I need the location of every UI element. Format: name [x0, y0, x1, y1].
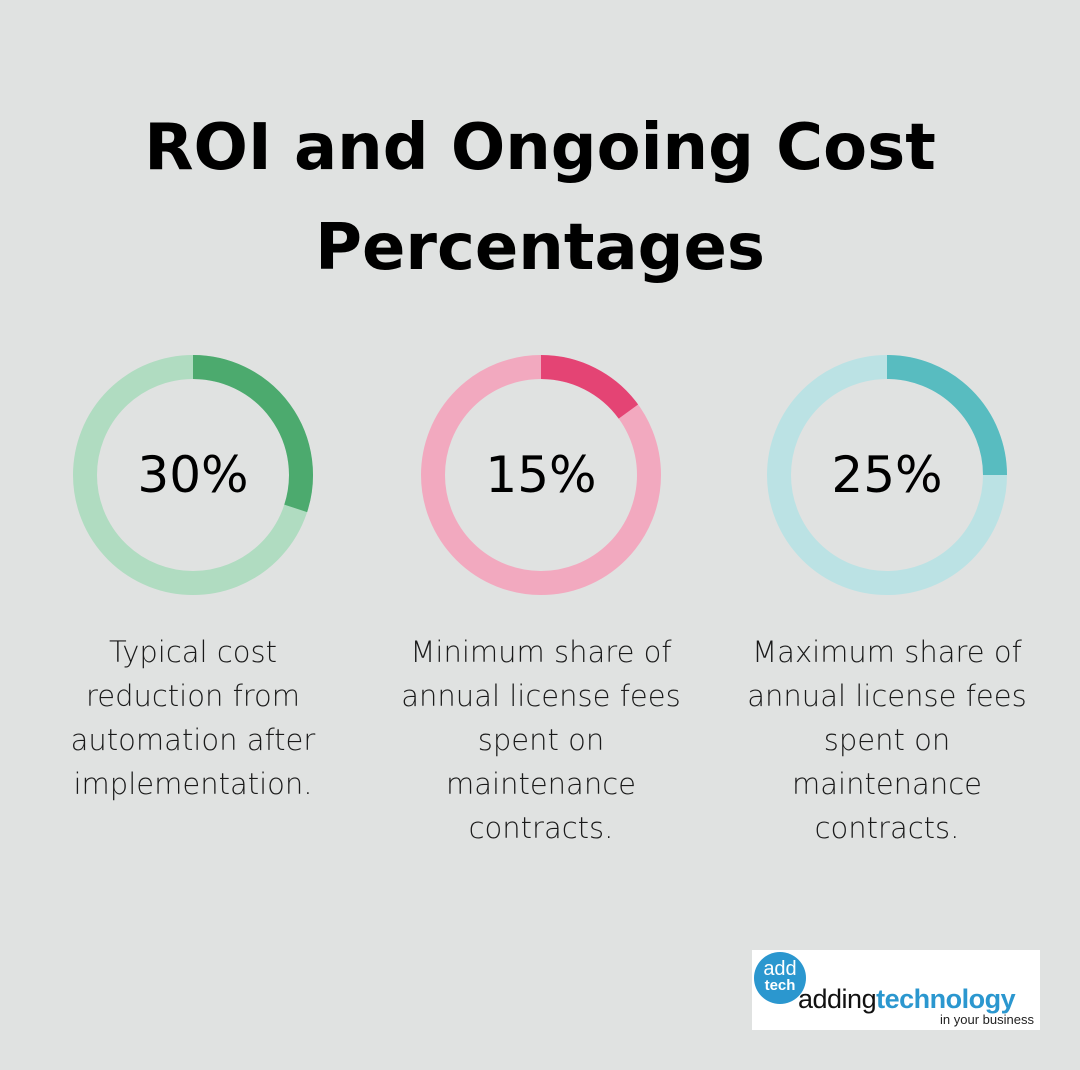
- logo-brand-part1: adding: [798, 984, 877, 1014]
- logo-badge-top: add: [763, 958, 797, 980]
- stat-description: Typical cost reduction from automation a…: [70, 635, 316, 801]
- logo-badge: add tech: [754, 952, 806, 1004]
- logo-brand-part2: technology: [876, 984, 1016, 1014]
- stat-description: Minimum share of annual license fees spe…: [401, 635, 681, 845]
- donut-value-arc: [192, 355, 313, 513]
- logo-badge-bottom: tech: [764, 977, 796, 994]
- page-title: ROI and Ongoing Cost Percentages: [144, 111, 936, 285]
- stat-card-2: 15% Minimum share of annual license fees…: [391, 350, 691, 850]
- donut-value-arc: [540, 355, 639, 419]
- donut-value-label: 15%: [485, 446, 596, 504]
- donut-chart-1: 30%: [73, 355, 313, 595]
- donut-value-arc: [886, 355, 1007, 476]
- logo-tagline: in your business: [940, 1012, 1034, 1027]
- stat-card-1: 30% Typical cost reduction from automati…: [43, 350, 343, 806]
- stat-description: Maximum share of annual license fees spe…: [747, 635, 1027, 845]
- donut-value-label: 30%: [137, 446, 248, 504]
- logo-brand: addingtechnology: [798, 984, 1016, 1015]
- donut-value-label: 25%: [831, 446, 942, 504]
- addtech-logo: add tech addingtechnology in your busine…: [752, 950, 1040, 1030]
- stat-card-3: 25% Maximum share of annual license fees…: [737, 350, 1037, 850]
- donut-chart-2: 15%: [421, 355, 661, 595]
- donut-chart-3: 25%: [767, 355, 1007, 595]
